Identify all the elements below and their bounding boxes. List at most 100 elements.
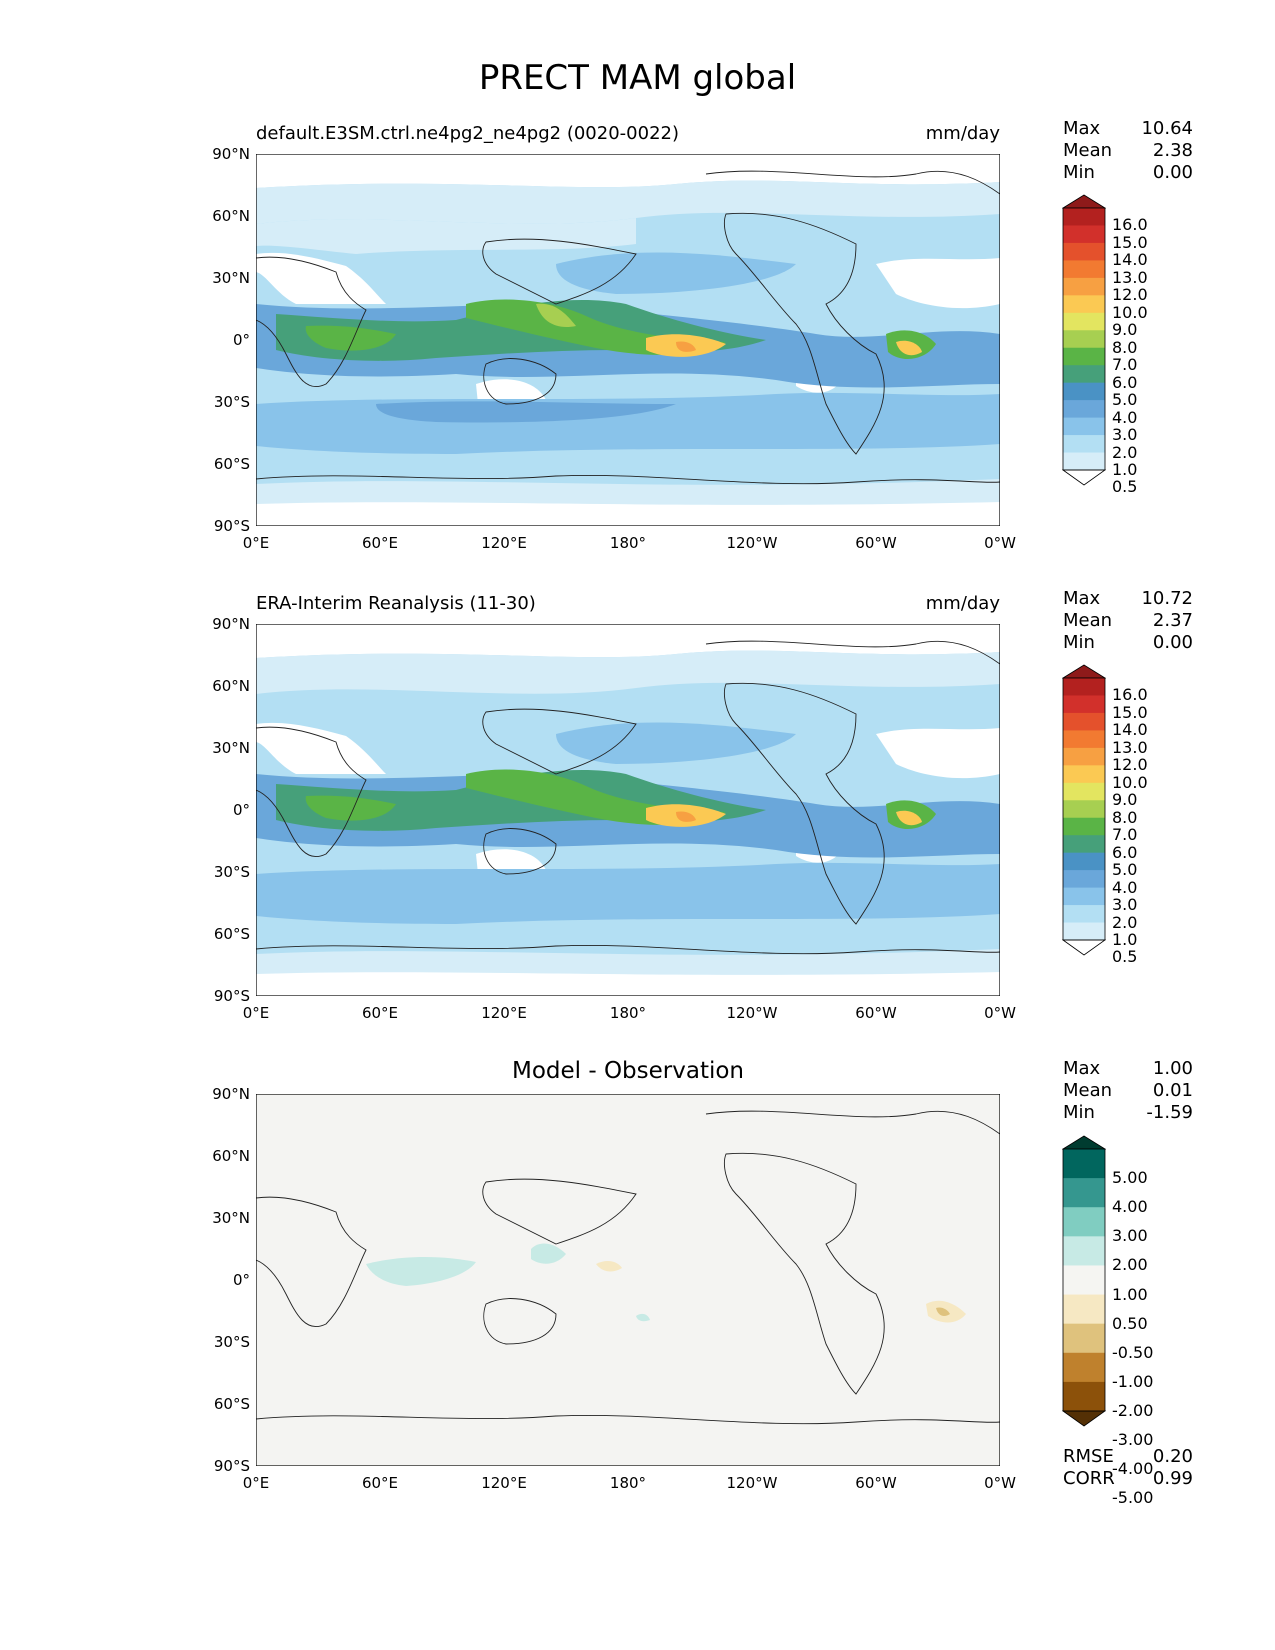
lat-tick-label: 0° xyxy=(232,1271,250,1289)
colorbar-tick-label: 7.0 xyxy=(1112,825,1138,845)
lat-tick-label: 90°N xyxy=(212,145,250,163)
lon-tick-label: 0°E xyxy=(242,1004,270,1022)
colorbar-tick-label: 7.0 xyxy=(1112,355,1138,375)
stat-value: 1.00 xyxy=(1152,1058,1193,1079)
lat-tick-label: 90°S xyxy=(213,987,250,1005)
stat-label: Mean xyxy=(1063,140,1113,161)
colorbar-svg xyxy=(1061,1135,1107,1427)
colorbar-extend-bottom-icon xyxy=(1061,939,1107,956)
lon-tick-label: 180° xyxy=(609,534,647,552)
colorbar-tick-label: 4.0 xyxy=(1112,877,1138,897)
stat-label: Min xyxy=(1063,632,1095,653)
colorbar-tick-label: 4.0 xyxy=(1112,407,1138,427)
metric-value: 0.20 xyxy=(1152,1446,1193,1467)
colorbar-band xyxy=(1063,835,1105,854)
colorbar-tick-label: 6.0 xyxy=(1112,372,1138,392)
map-model xyxy=(256,154,1000,526)
colorbar-band xyxy=(1063,382,1105,401)
colorbar-band xyxy=(1063,312,1105,331)
stat-value: 10.72 xyxy=(1141,588,1193,609)
colorbar-band xyxy=(1063,782,1105,801)
colorbar-extend-top-icon xyxy=(1061,664,1107,679)
colorbar-tick-label: 9.0 xyxy=(1112,790,1138,810)
figure-title: PRECT MAM global xyxy=(478,58,797,98)
colorbar-band xyxy=(1063,1381,1105,1412)
colorbar-tick-label: 2.0 xyxy=(1112,442,1138,462)
colorbar-band xyxy=(1063,922,1105,941)
lon-tick-label: 120°E xyxy=(481,534,527,552)
colorbar-tick-label: 8.0 xyxy=(1112,807,1138,827)
colorbar-band xyxy=(1063,1178,1105,1208)
colorbar-tick-label: 2.0 xyxy=(1112,912,1138,932)
panel-units: mm/day xyxy=(925,593,1000,614)
stats-model: Max 10.64 Mean 2.38 Min 0.00 xyxy=(1063,118,1193,184)
colorbar-svg xyxy=(1061,194,1107,486)
colorbar-extend-bottom-icon xyxy=(1061,469,1107,486)
lat-tick-label: 60°N xyxy=(212,677,250,695)
colorbar-band xyxy=(1063,678,1105,696)
colorbar-tick-label: 5.0 xyxy=(1112,860,1138,880)
colorbar-extend-top-icon xyxy=(1061,1135,1107,1150)
colorbar-tick-label: 12.0 xyxy=(1112,755,1148,775)
colorbar-tick-label: 10.0 xyxy=(1112,772,1148,792)
lat-tick-label: 30°N xyxy=(212,1209,250,1227)
panel-left-title: default.E3SM.ctrl.ne4pg2_ne4pg2 (0020-00… xyxy=(256,123,679,144)
metric-label: RMSE xyxy=(1063,1446,1114,1467)
colorbar-tick-label: 5.00 xyxy=(1112,1168,1148,1188)
colorbar-band xyxy=(1063,712,1105,731)
lat-tick-label: 30°S xyxy=(213,863,250,881)
colorbar-band xyxy=(1063,852,1105,871)
map-diff xyxy=(256,1094,1000,1466)
lat-tick-label: 60°S xyxy=(213,455,250,473)
lon-tick-label: 0°W xyxy=(984,1474,1016,1492)
colorbar-tick-label: 14.0 xyxy=(1112,720,1148,740)
colorbar-band xyxy=(1063,800,1105,819)
lon-tick-label: 60°E xyxy=(361,1474,399,1492)
colorbar-tick-label: 9.0 xyxy=(1112,320,1138,340)
stat-label: Mean xyxy=(1063,1080,1113,1101)
lat-tick-label: 0° xyxy=(232,801,250,819)
lat-tick-label: 30°N xyxy=(212,269,250,287)
colorbar-tick-label: 14.0 xyxy=(1112,250,1148,270)
panel-units: mm/day xyxy=(925,123,1000,144)
colorbar-band xyxy=(1063,400,1105,419)
panel-left-title: ERA-Interim Reanalysis (11-30) xyxy=(256,593,536,614)
colorbar-band xyxy=(1063,225,1105,244)
lon-tick-label: 180° xyxy=(609,1004,647,1022)
colorbar-band xyxy=(1063,1149,1105,1179)
colorbar-band xyxy=(1063,765,1105,784)
colorbar-band xyxy=(1063,1352,1105,1383)
colorbar-band xyxy=(1063,330,1105,349)
lat-tick-label: 30°S xyxy=(213,393,250,411)
stats-diff: Max 1.00 Mean 0.01 Min -1.59 xyxy=(1063,1058,1193,1124)
colorbar-band xyxy=(1063,365,1105,384)
lat-tick-label: 60°N xyxy=(212,207,250,225)
colorbar-tick-label: -4.00 xyxy=(1112,1459,1154,1479)
colorbar-band xyxy=(1063,295,1105,314)
lon-tick-label: 0°E xyxy=(242,534,270,552)
colorbar-band xyxy=(1063,730,1105,749)
stats-obs: Max 10.72 Mean 2.37 Min 0.00 xyxy=(1063,588,1193,654)
lon-tick-label: 180° xyxy=(609,1474,647,1492)
colorbar-tick-label: 1.00 xyxy=(1112,1284,1148,1304)
colorbar-tick-label: 3.0 xyxy=(1112,895,1138,915)
lat-tick-label: 30°S xyxy=(213,1333,250,1351)
lon-tick-label: 0°W xyxy=(984,534,1016,552)
lon-tick-label: 0°W xyxy=(984,1004,1016,1022)
stat-label: Max xyxy=(1063,1058,1101,1079)
lon-tick-label: 0°E xyxy=(242,1474,270,1492)
colorbar-tick-label: 8.0 xyxy=(1112,337,1138,357)
colorbar-band xyxy=(1063,1236,1105,1266)
colorbar-band xyxy=(1063,905,1105,924)
colorbar-tick-label: 16.0 xyxy=(1112,215,1148,235)
colorbar-tick-label: 16.0 xyxy=(1112,685,1148,705)
colorbar-svg xyxy=(1061,664,1107,956)
colorbar-band xyxy=(1063,242,1105,261)
lon-tick-label: 120°E xyxy=(481,1004,527,1022)
metric-value: 0.99 xyxy=(1152,1468,1193,1489)
lat-tick-label: 90°S xyxy=(213,1457,250,1475)
colorbar-tick-label: 15.0 xyxy=(1112,232,1148,252)
colorbar-band xyxy=(1063,695,1105,714)
lat-tick-label: 90°N xyxy=(212,1085,250,1103)
colorbar-tick-label: 13.0 xyxy=(1112,267,1148,287)
